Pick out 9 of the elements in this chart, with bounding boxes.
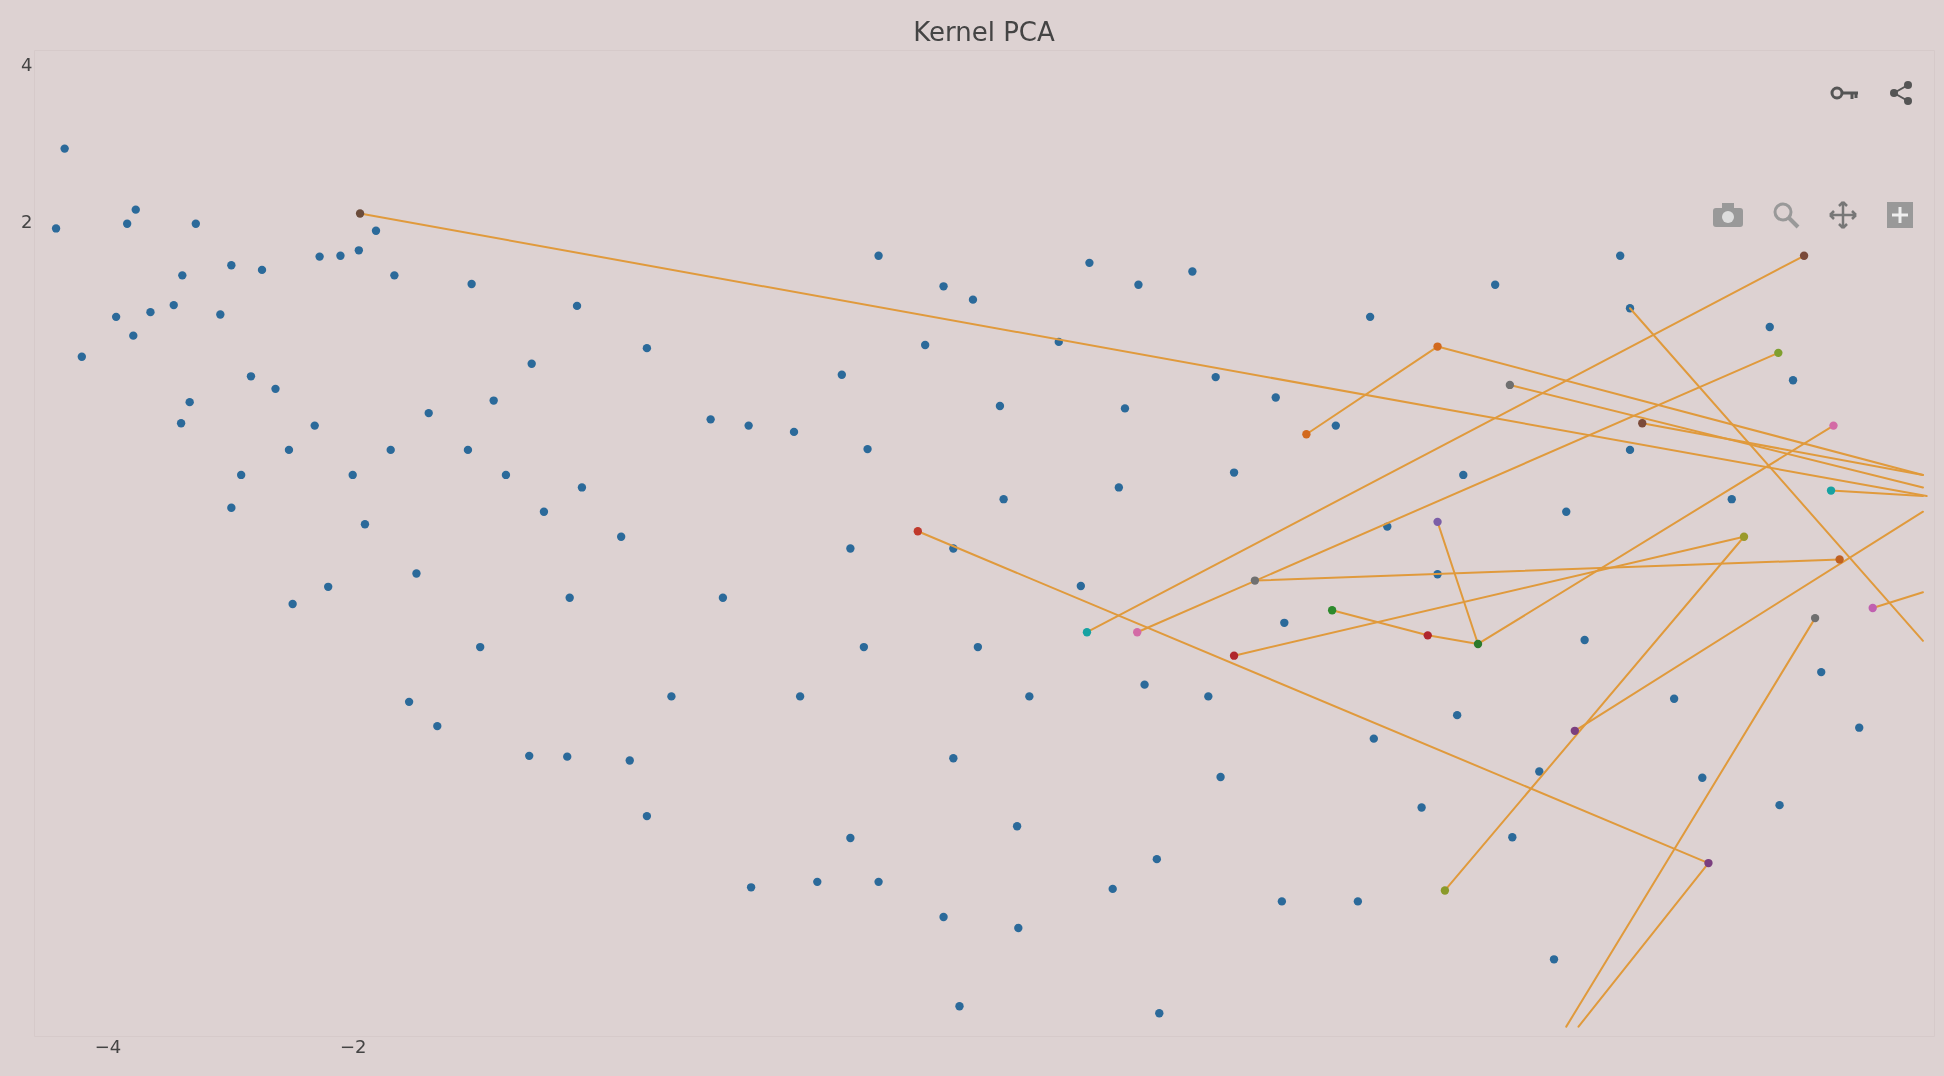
point (1229, 651, 1239, 660)
point (913, 527, 922, 536)
x-tick-label: −2 (339, 1035, 367, 1057)
point (1440, 886, 1450, 895)
chart-title: Kernel PCA (913, 17, 1055, 47)
x-tick-label: −4 (94, 1035, 122, 1057)
y-tick-label: 2 (21, 210, 33, 232)
point (355, 209, 365, 218)
y-tick-label: 4 (21, 54, 33, 76)
